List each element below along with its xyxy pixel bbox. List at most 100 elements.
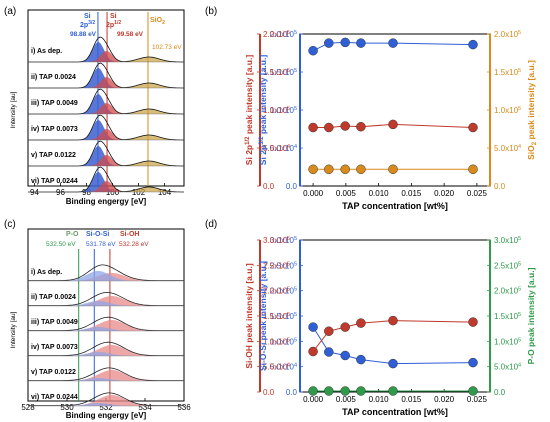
ytick-label-3: 1.5x105 <box>494 68 521 77</box>
ytick-label-3: 1.0x105 <box>494 106 521 115</box>
xtick-label: 0.000 <box>303 395 324 404</box>
panel-c-xtick-label: 532 <box>99 403 113 412</box>
panel-c-envelope <box>28 392 184 407</box>
ytick-label-1: 0.0 <box>286 182 298 191</box>
po-label: P-O <box>66 231 79 238</box>
siosi-label: Si-O-Si <box>86 231 109 238</box>
ytick-label-3: 1.5x105 <box>494 312 521 321</box>
panel-a-label: (a) <box>4 6 16 17</box>
panel-c-xtick-label: 530 <box>60 403 74 412</box>
panel-c-row-labels: i) As dep. ii) TAP 0.0024 iii) TAP 0.0049 i… <box>31 269 78 401</box>
siosi-component <box>28 352 184 356</box>
si-2p12-component <box>28 77 184 88</box>
data-point-series-2 <box>356 318 366 328</box>
panel-a-xlabel: Binding engergy [eV] <box>66 197 147 206</box>
sio2-component <box>28 135 184 140</box>
si-2p12-sub: 2p1/2 <box>106 20 121 29</box>
ytick-label-2: 0.0 <box>263 182 275 191</box>
siosi-component <box>28 327 184 331</box>
data-point-series-3 <box>308 164 318 175</box>
po-energy: 532.50 eV <box>46 241 76 248</box>
data-point-series-3 <box>388 386 398 396</box>
si-2p12-component <box>28 155 184 166</box>
panel-a-xtick-label: 100 <box>106 188 120 197</box>
panel-c-envelope <box>28 291 184 307</box>
data-point-series-3 <box>324 386 334 396</box>
panel-c-xlabel: Binding engergy [eV] <box>66 411 147 420</box>
panel-a-row-label: i) As dep. <box>31 48 62 55</box>
ytick-label-3: 3.0x105 <box>494 236 521 245</box>
scatter-panel-d: 0.000 0.005 0.010 0.015 0.020 0.025 TAP concen… <box>244 236 536 417</box>
xtick-label: 0.025 <box>467 395 488 404</box>
ytick-label-2: 1.0x105 <box>263 337 290 346</box>
sio2-energy: 102.73 eV <box>152 44 182 51</box>
panel-c-xtick-label: 528 <box>21 403 35 412</box>
panel-c-envelope <box>28 316 184 332</box>
si-2p12-energy: 99.58 eV <box>117 31 144 38</box>
si-2p12-component <box>28 103 184 114</box>
panel-c-xtick-label: 536 <box>177 403 191 412</box>
data-point-series-2 <box>468 317 478 327</box>
y-axis-label-1: Si-O-Si peak intensity [a.u.] <box>258 261 268 371</box>
ytick-label-3: 2.0x105 <box>494 30 521 39</box>
xtick-label: 0.020 <box>434 395 455 404</box>
siosi-component <box>28 403 184 406</box>
sioh-component <box>28 345 184 356</box>
data-point-series-1 <box>340 350 350 361</box>
ytick-label-1: 1.5x105 <box>270 68 297 77</box>
ytick-label-2: 3.0x105 <box>263 236 290 245</box>
si-2p12-component <box>28 129 184 140</box>
panel-c-spectra <box>28 249 184 407</box>
ytick-label-2: 0.0 <box>263 388 275 397</box>
data-point-series-3 <box>340 386 350 396</box>
xtick-label: 0.005 <box>336 189 357 198</box>
panel-a-row-label: vi) TAP 0.0244 <box>31 178 78 185</box>
panel-a-xtick-label: 96 <box>56 188 65 197</box>
ytick-label-1: 5.0x104 <box>270 144 297 153</box>
scatter-panel-b: 0.000 0.005 0.010 0.015 0.020 0.025 TAP concen… <box>244 30 538 211</box>
data-point-series-2 <box>388 315 398 326</box>
panel-a-xtick-label: 104 <box>158 188 172 197</box>
data-point-series-3 <box>324 164 334 175</box>
y-axis-label-1: Si 2p3/2 peak intensity [a.u.] <box>258 55 268 166</box>
x-axis-label: TAP concentration [wt%] <box>342 201 448 211</box>
ytick-label-2: 2.0x105 <box>263 30 290 39</box>
si-2p32-energy: 98.88 eV <box>70 31 97 38</box>
panel-c-label: (c) <box>4 219 16 230</box>
xtick-label: 0.015 <box>401 189 422 198</box>
xps-panel-a: Intensity [au] Binding engergy [eV] 94 96… <box>10 9 185 206</box>
sio2-component <box>28 161 184 166</box>
data-point-series-2 <box>324 326 334 336</box>
data-point-series-1 <box>308 45 318 56</box>
sio2-component <box>28 57 184 62</box>
xtick-label: 0.010 <box>369 189 390 198</box>
panel-c-row-label: iv) TAP 0.0073 <box>31 344 78 351</box>
xtick-label: 0.020 <box>434 189 455 198</box>
plot-frame <box>299 33 491 187</box>
data-point-series-2 <box>468 122 478 133</box>
data-point-series-1 <box>468 357 478 368</box>
panel-b-label: (b) <box>205 6 217 17</box>
xtick-label: 0.010 <box>369 395 390 404</box>
si-2p32-sub: 2p3/2 <box>80 20 95 29</box>
y-axis-label-3: P-O peak intensity [a.u.] <box>526 267 536 364</box>
data-point-series-2 <box>308 346 318 357</box>
siosi-energy: 531.78 eV <box>86 241 116 248</box>
y-axis-label-2: Si 2p1/2 peak intensity [a.u.] <box>244 55 254 166</box>
data-point-series-1 <box>324 38 334 48</box>
data-point-series-3 <box>468 164 478 175</box>
panel-a-ylabel: Intensity [au] <box>10 91 17 128</box>
sio2-label: SiO2 <box>150 17 165 26</box>
sioh-component <box>28 395 184 406</box>
data-point-series-1 <box>388 358 398 369</box>
data-point-series-2 <box>388 119 398 130</box>
data-point-series-3 <box>388 164 398 175</box>
ytick-label-3: 1.0x105 <box>494 337 521 346</box>
panel-a-row-label: iii) TAP 0.0049 <box>31 100 78 107</box>
ytick-label-3: 2.0x105 <box>494 287 521 296</box>
data-point-series-1 <box>308 322 318 332</box>
data-point-series-1 <box>356 38 366 48</box>
data-point-series-1 <box>340 37 350 48</box>
data-point-series-3 <box>356 386 366 396</box>
panel-a-row-label: ii) TAP 0.0024 <box>31 74 76 81</box>
